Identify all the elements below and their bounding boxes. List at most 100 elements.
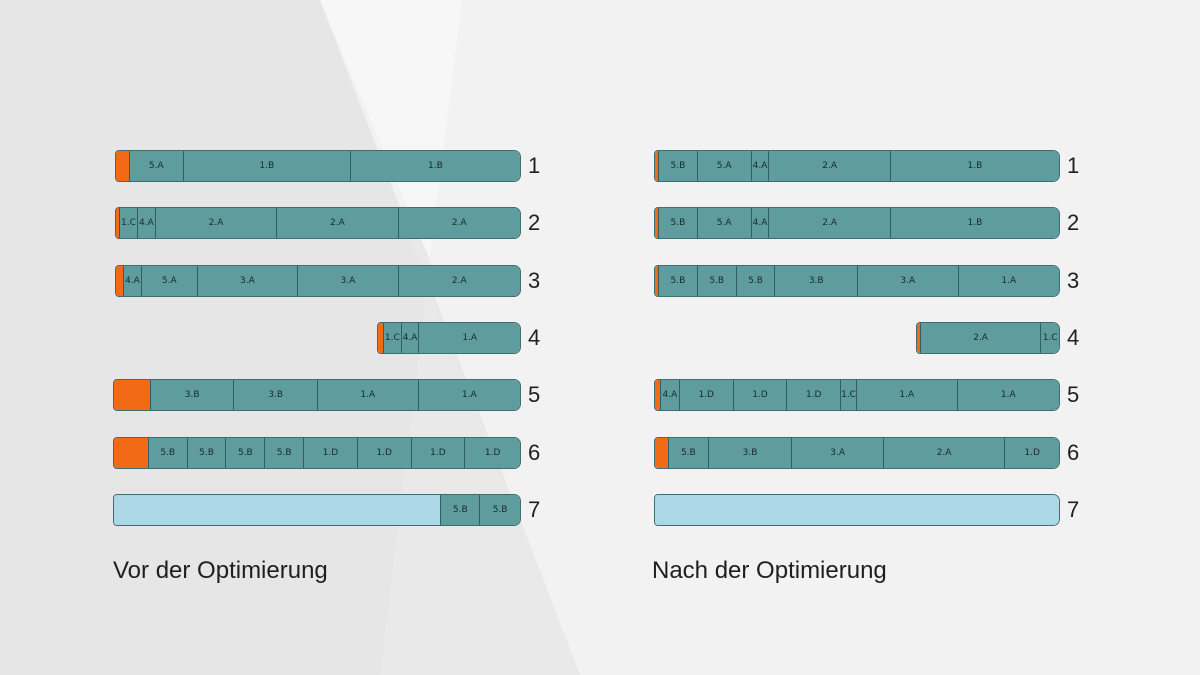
- bar-row: 5.A 1.B 1.B 1: [113, 150, 553, 182]
- stock-bar: 4.A 1.D 1.D 1.D 1.C 1.A 1.A: [654, 379, 1060, 411]
- rest-segment: [114, 438, 149, 468]
- bg-shape-light: [320, 0, 462, 260]
- piece-segment: 1.D: [1005, 438, 1059, 468]
- empty-segment: [114, 495, 442, 525]
- bar-number: 5: [528, 382, 541, 407]
- piece-segment: 2.A: [398, 266, 520, 296]
- piece-segment: 5.B: [658, 208, 698, 238]
- stock-bar: 5.B 5.B 5.B 5.B 1.D 1.D 1.D 1.D: [113, 437, 521, 469]
- bar-row: 4.A 1.D 1.D 1.D 1.C 1.A 1.A 5: [652, 379, 1092, 411]
- piece-segment: 2.A: [155, 208, 278, 238]
- piece-segment: 1.B: [350, 151, 520, 181]
- stock-bar: 5.B 5.B 5.B 3.B 3.A 1.A: [654, 265, 1060, 297]
- bar-row: 1.C 4.A 1.A 4: [113, 322, 553, 354]
- piece-segment: 5.B: [480, 495, 520, 525]
- piece-segment: 5.B: [736, 266, 776, 296]
- stock-bar: 5.B 3.B 3.A 2.A 1.D: [654, 437, 1060, 469]
- stock-bar: 3.B 3.B 1.A 1.A: [113, 379, 521, 411]
- piece-segment: 4.A: [401, 323, 420, 353]
- bar-number: 6: [1067, 440, 1080, 465]
- piece-segment: 1.C: [841, 380, 857, 410]
- piece-segment: 3.A: [298, 266, 399, 296]
- rest-segment: [116, 208, 120, 238]
- piece-segment: 1.A: [957, 380, 1059, 410]
- piece-segment: 2.A: [883, 438, 1006, 468]
- bar-number: 6: [528, 440, 541, 465]
- bar-row: 2.A 1.C 4: [652, 322, 1092, 354]
- piece-segment: 1.A: [857, 380, 958, 410]
- bar-row: 5.B 5.A 4.A 2.A 1.B 1: [652, 150, 1092, 182]
- bar-number: 7: [528, 497, 541, 522]
- piece-segment: 1.D: [679, 380, 734, 410]
- piece-segment: 1.D: [411, 438, 466, 468]
- stock-bar: 2.A 1.C: [916, 322, 1060, 354]
- piece-segment: 1.B: [183, 151, 351, 181]
- piece-segment: 1.D: [304, 438, 358, 468]
- rest-segment: [655, 266, 659, 296]
- piece-segment: 1.C: [119, 208, 138, 238]
- piece-segment: 2.A: [769, 208, 891, 238]
- piece-segment: 1.D: [733, 380, 788, 410]
- caption-before: Vor der Optimierung: [113, 557, 328, 584]
- bar-number: 3: [1067, 268, 1080, 293]
- piece-segment: 1.C: [1041, 323, 1059, 353]
- bar-number: 5: [1067, 382, 1080, 407]
- stock-bar: 4.A 5.A 3.A 3.A 2.A: [115, 265, 521, 297]
- bar-number: 1: [528, 153, 541, 178]
- piece-segment: 4.A: [137, 208, 156, 238]
- rest-segment: [655, 380, 661, 410]
- piece-segment: 3.B: [150, 380, 235, 410]
- piece-segment: 3.B: [775, 266, 859, 296]
- piece-segment: 1.D: [357, 438, 412, 468]
- piece-segment: 3.A: [858, 266, 959, 296]
- piece-segment: 5.A: [129, 151, 184, 181]
- piece-segment: 4.A: [660, 380, 680, 410]
- rest-segment: [114, 380, 151, 410]
- rest-segment: [116, 151, 130, 181]
- rest-segment: [655, 151, 659, 181]
- bar-number: 7: [1067, 497, 1080, 522]
- stock-bar: [654, 494, 1060, 526]
- piece-segment: 4.A: [123, 266, 142, 296]
- bar-row: 5.B 3.B 3.A 2.A 1.D 6: [652, 437, 1092, 469]
- bar-row: 1.C 4.A 2.A 2.A 2.A 2: [113, 207, 553, 239]
- rest-segment: [655, 438, 669, 468]
- piece-segment: 3.B: [708, 438, 793, 468]
- piece-segment: 5.A: [697, 208, 752, 238]
- rest-segment: [116, 266, 124, 296]
- piece-segment: 5.B: [697, 266, 737, 296]
- piece-segment: 1.A: [418, 380, 520, 410]
- bar-row: 7: [652, 494, 1092, 526]
- bar-number: 2: [1067, 210, 1080, 235]
- stock-bar: 5.B 5.B: [113, 494, 521, 526]
- panel-before: Vor der Optimierung 5.A 1.B 1.B 1 1.C 4.A 2.A 2…: [113, 0, 1200, 675]
- stock-bar: 5.A 1.B 1.B: [115, 150, 521, 182]
- bar-row: 3.B 3.B 1.A 1.A 5: [113, 379, 553, 411]
- bar-row: 5.B 5.B 5.B 5.B 1.D 1.D 1.D 1.D 6: [113, 437, 553, 469]
- piece-segment: 3.A: [197, 266, 299, 296]
- stock-bar: 5.B 5.A 4.A 2.A 1.B: [654, 207, 1060, 239]
- stock-bar: 1.C 4.A 2.A 2.A 2.A: [115, 207, 521, 239]
- piece-segment: 5.B: [658, 266, 698, 296]
- caption-after: Nach der Optimierung: [652, 557, 887, 584]
- rest-segment: [655, 208, 659, 238]
- piece-segment: 1.B: [890, 208, 1059, 238]
- piece-segment: 5.B: [668, 438, 709, 468]
- bar-number: 3: [528, 268, 541, 293]
- piece-segment: 1.A: [318, 380, 419, 410]
- bar-number: 1: [1067, 153, 1080, 178]
- bar-row: 5.B 5.B 5.B 3.B 3.A 1.A 3: [652, 265, 1092, 297]
- piece-segment: 1.A: [419, 323, 520, 353]
- piece-segment: 2.A: [398, 208, 520, 238]
- piece-segment: 5.B: [148, 438, 188, 468]
- bar-row: 5.B 5.A 4.A 2.A 1.B 2: [652, 207, 1092, 239]
- piece-segment: 5.A: [141, 266, 198, 296]
- piece-segment: 1.C: [383, 323, 402, 353]
- rest-segment: [378, 323, 384, 353]
- piece-segment: 5.B: [658, 151, 698, 181]
- piece-segment: 4.A: [751, 151, 770, 181]
- bar-number: 4: [528, 325, 541, 350]
- piece-segment: 3.A: [792, 438, 884, 468]
- piece-segment: 4.A: [751, 208, 770, 238]
- stock-bar: 5.B 5.A 4.A 2.A 1.B: [654, 150, 1060, 182]
